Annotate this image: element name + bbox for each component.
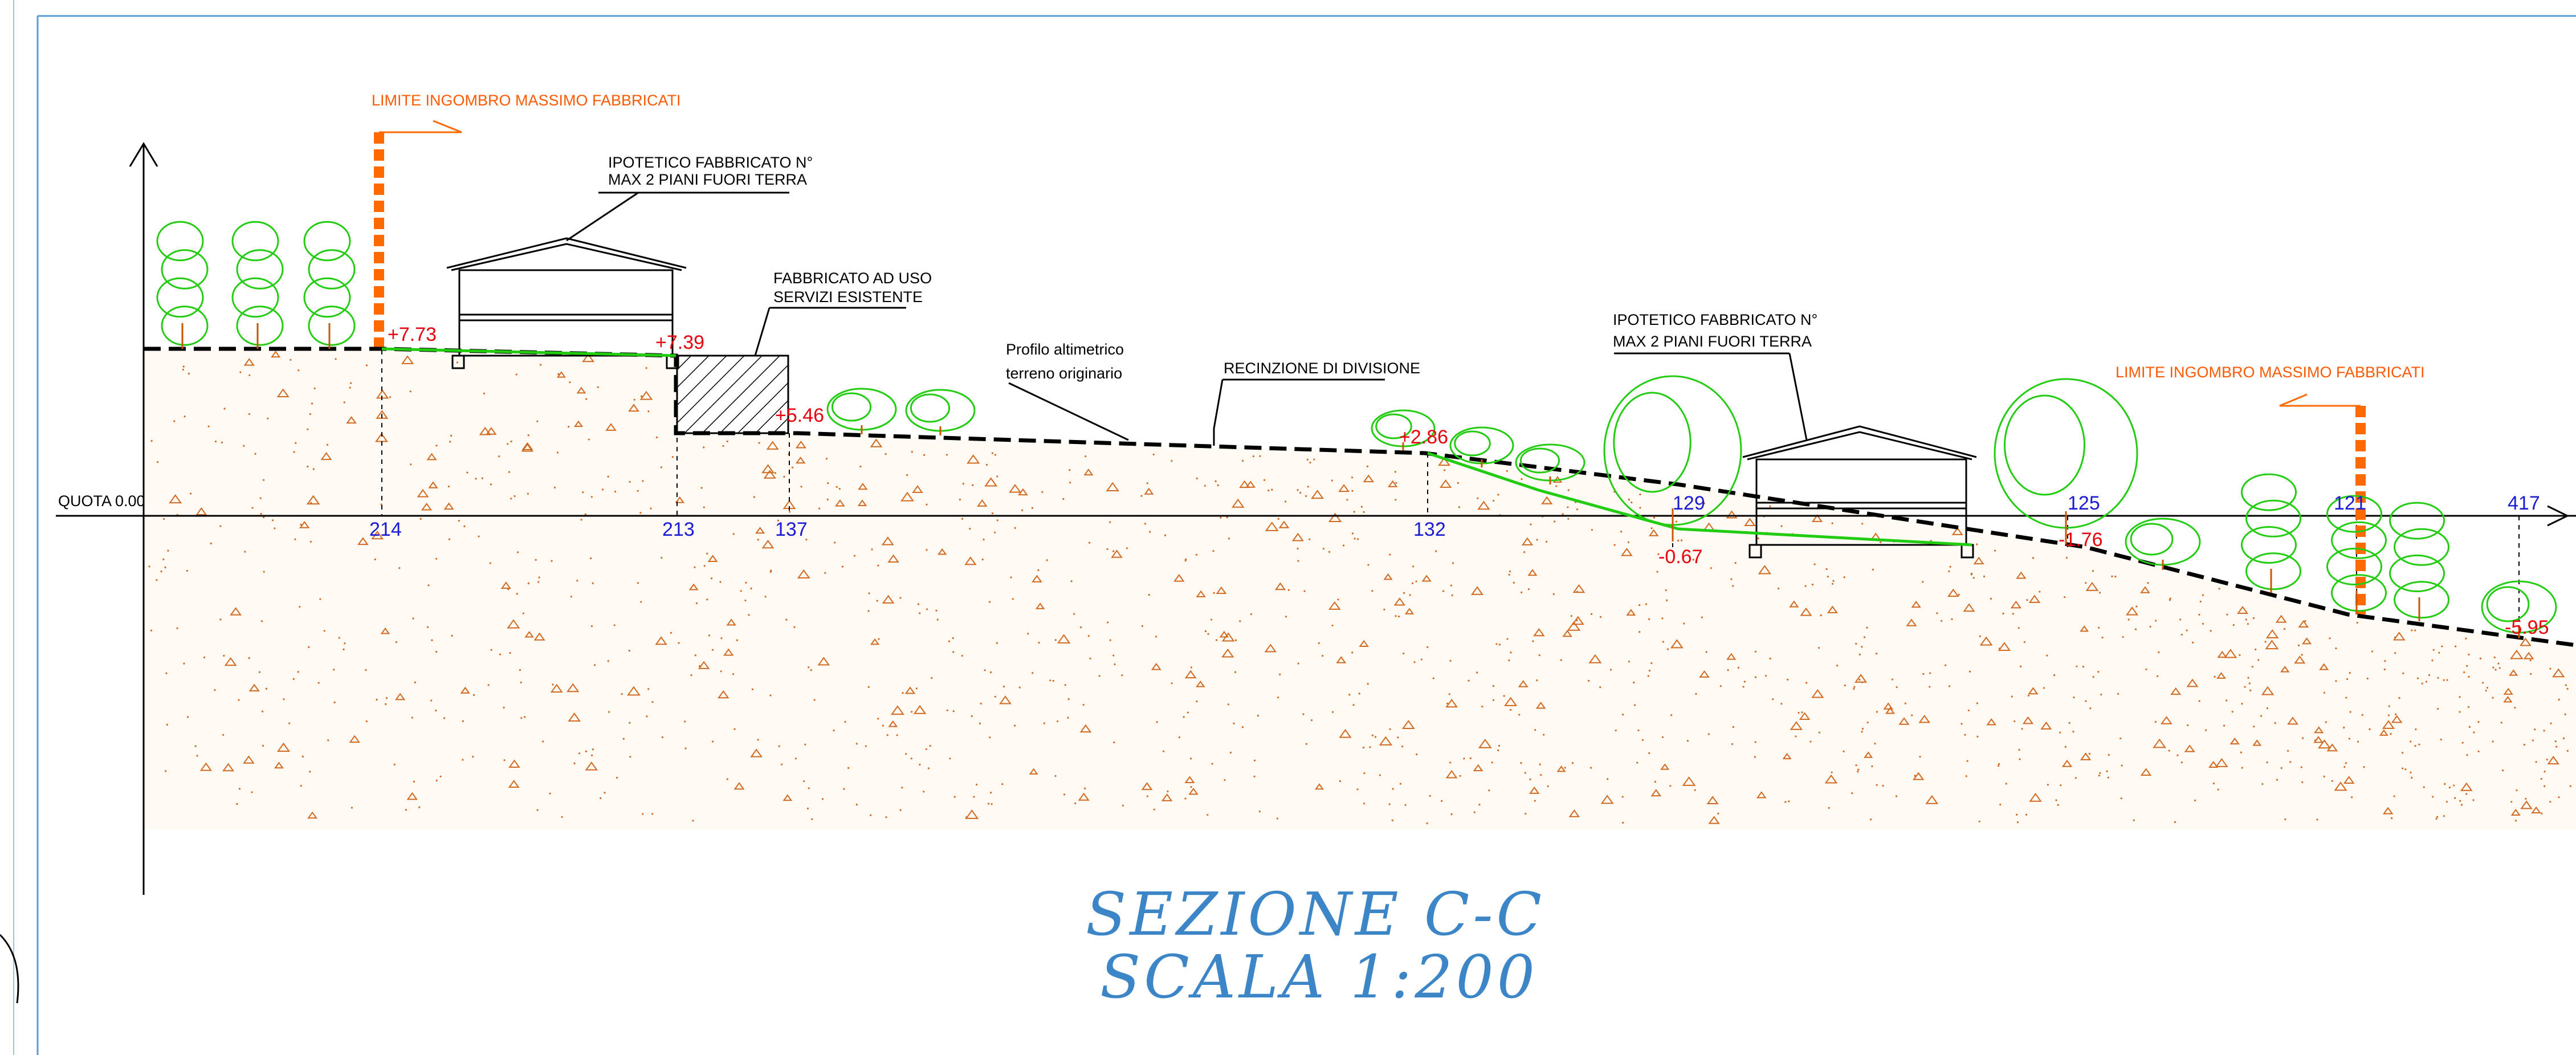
elevation-label: +5.46 — [775, 405, 824, 426]
datum-line — [56, 505, 2576, 527]
soil-hatch — [148, 351, 2572, 825]
elevation-label: +2.86 — [1399, 426, 1448, 448]
existing-building-label-line1: FABBRICATO AD USO — [773, 270, 932, 287]
building2-label-line2: MAX 2 PIANI FUORI TERRA — [1613, 333, 1812, 350]
vertical-axis — [129, 142, 158, 895]
elevation-label: -5.95 — [2505, 617, 2549, 638]
datum-label: QUOTA 0.00 — [58, 492, 145, 510]
building2-label-line1: IPOTETICO FABBRICATO N° — [1613, 311, 1817, 328]
existing-building-label-line2: SERVIZI ESISTENTE — [773, 288, 923, 305]
station-label: 213 — [662, 519, 695, 540]
limit-label-right: LIMITE INGOMBRO MASSIMO FABBRICATI — [2116, 364, 2425, 381]
elevation-label: +7.73 — [388, 324, 437, 345]
station-label: 214 — [369, 519, 402, 540]
drawing-frame — [13, 0, 2576, 1055]
elevation-label: -1.76 — [2059, 529, 2103, 551]
frame-corner-arc — [0, 934, 19, 1004]
station-label: 132 — [1413, 519, 1446, 540]
limit-marker-left — [374, 120, 462, 349]
building1-label-line1: IPOTETICO FABBRICATO N° — [608, 154, 813, 171]
leader-lines — [566, 192, 1808, 441]
vegetation — [156, 221, 2557, 638]
station-label: 125 — [2068, 492, 2100, 514]
scale-label: SCALA 1:200 — [1100, 942, 1538, 1012]
profile-label-line1: Profilo altimetrico — [1006, 341, 1124, 358]
design-terrain-profile — [381, 347, 676, 357]
station-label: 417 — [2508, 492, 2540, 514]
profile-label-line2: terreno originario — [1006, 365, 1122, 382]
fence-label: RECINZIONE DI DIVISIONE — [1224, 360, 1420, 377]
existing-building — [676, 355, 789, 434]
limit-marker-right — [2279, 393, 2366, 614]
station-label: 129 — [1673, 492, 1705, 514]
design-terrain-profile-2 — [1427, 451, 1972, 547]
hypothetical-building-1 — [446, 237, 687, 369]
station-label: 121 — [2334, 492, 2366, 514]
elevation-label: -0.67 — [1658, 546, 1703, 568]
section-title: SEZIONE C-C — [1086, 879, 1545, 949]
station-label: 137 — [775, 519, 808, 540]
limit-label-left: LIMITE INGOMBRO MASSIMO FABBRICATI — [372, 92, 681, 109]
hypothetical-building-2 — [1742, 425, 1977, 559]
elevation-label: +7.39 — [655, 332, 704, 353]
terrain-mass — [144, 349, 2576, 829]
building1-label-line2: MAX 2 PIANI FUORI TERRA — [608, 171, 807, 188]
